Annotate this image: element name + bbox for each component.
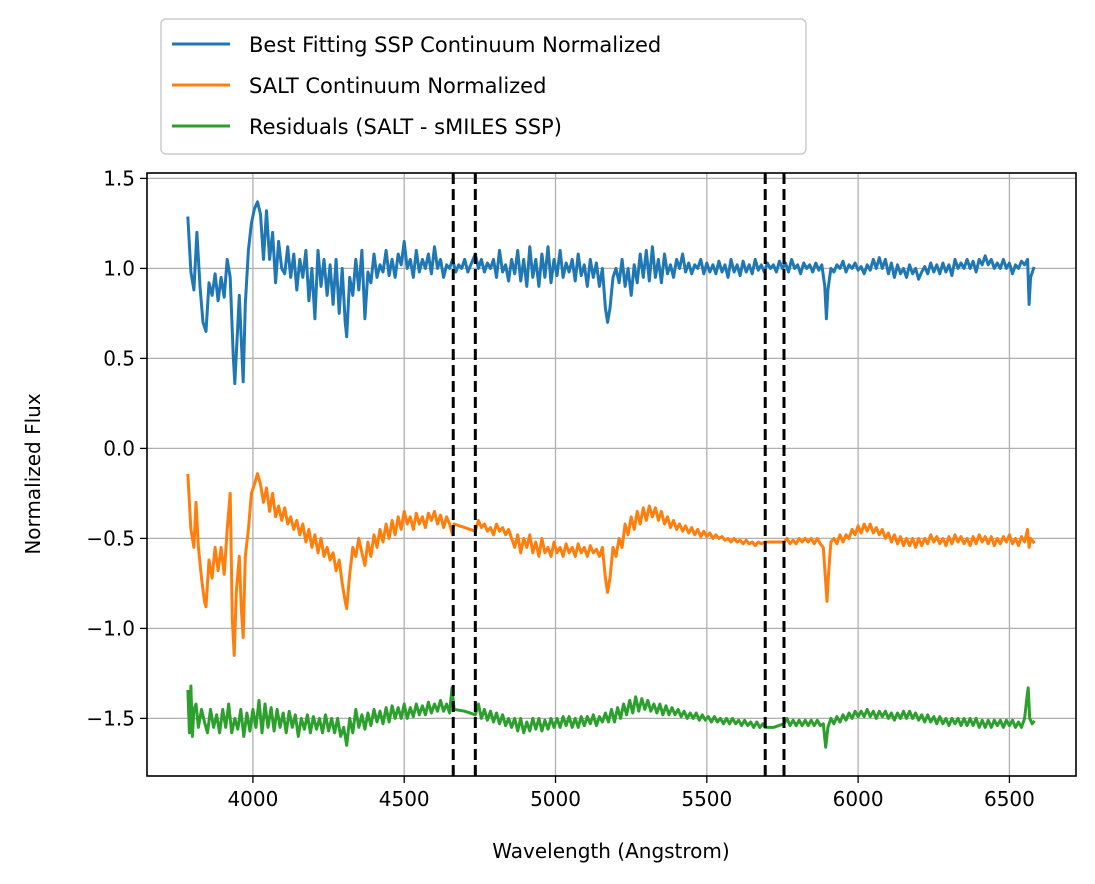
y-tick-label: −1.0 [86,616,135,640]
y-axis: −1.5 −1.0 −0.5 0.0 0.5 1.0 1.5 [86,166,147,730]
x-axis: 4000 4500 5000 5500 6000 6500 [227,776,1035,811]
x-tick-label: 6500 [984,787,1035,811]
y-tick-label: 1.5 [103,166,135,190]
legend-label-1: Best Fitting SSP Continuum Normalized [249,33,661,57]
x-tick-label: 4000 [227,787,278,811]
x-tick-label: 5500 [681,787,732,811]
y-axis-label: Normalized Flux [21,393,45,555]
series-line-1 [186,200,1036,386]
y-tick-label: −1.5 [86,706,135,730]
legend-label-3: Residuals (SALT - sMILES SSP) [249,115,562,139]
y-tick-label: −0.5 [86,526,135,550]
y-tick-label: 0.0 [103,436,135,460]
x-tick-label: 5000 [530,787,581,811]
y-tick-label: 1.0 [103,256,135,280]
x-tick-label: 4500 [379,787,430,811]
x-tick-label: 6000 [833,787,884,811]
y-tick-label: 0.5 [103,346,135,370]
plot-frame [146,172,1077,777]
series-line-3 [186,684,1036,749]
x-axis-label: Wavelength (Angstrom) [492,839,729,863]
legend: Best Fitting SSP Continuum Normalized SAL… [160,18,807,155]
series-line-2 [186,472,1036,657]
legend-label-2: SALT Continuum Normalized [249,74,546,98]
legend-box [160,18,807,155]
vertical-lines [451,173,786,776]
series-lines [186,200,1036,749]
